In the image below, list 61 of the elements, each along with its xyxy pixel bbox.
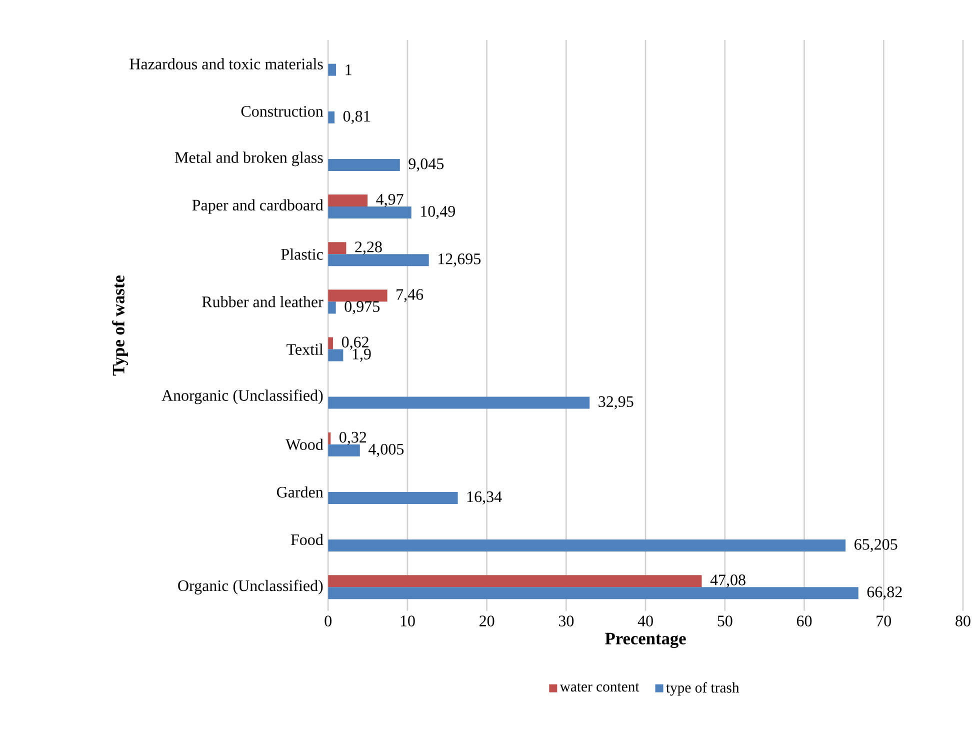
x-tick-label: 70 bbox=[876, 616, 892, 627]
bar bbox=[328, 492, 458, 504]
data-label: 1,9 bbox=[352, 348, 371, 362]
y-tick-label: Textil bbox=[286, 344, 324, 356]
bar bbox=[328, 242, 346, 254]
y-tick-label: Paper and cardboard bbox=[192, 199, 324, 214]
data-label: 0,81 bbox=[343, 111, 370, 124]
legend-label: type of trash bbox=[666, 682, 740, 696]
data-label: 16,34 bbox=[467, 492, 502, 505]
x-tick-label: 40 bbox=[638, 616, 653, 627]
y-axis-title: Type of waste bbox=[112, 276, 128, 376]
y-tick-label: Rubber and leather bbox=[202, 296, 324, 308]
data-label: 1 bbox=[346, 64, 352, 76]
bar bbox=[328, 337, 334, 350]
x-tick-label: 10 bbox=[400, 616, 415, 627]
data-label: 7,46 bbox=[396, 289, 424, 302]
bar bbox=[328, 290, 388, 302]
y-tick-label: Hazardous and toxic materials bbox=[130, 58, 323, 70]
x-axis-title: Precentage bbox=[605, 633, 686, 648]
y-tick-label: Construction bbox=[241, 106, 324, 117]
x-tick-label: 80 bbox=[956, 616, 970, 627]
bar bbox=[328, 206, 412, 219]
x-tick-label: 20 bbox=[480, 616, 494, 627]
bar bbox=[328, 159, 400, 172]
y-tick-label: Food bbox=[290, 534, 324, 546]
y-tick-label: Metal and broken glass bbox=[174, 152, 323, 166]
bar bbox=[328, 432, 331, 445]
data-label: 2,28 bbox=[355, 242, 382, 255]
data-label: 32,95 bbox=[598, 396, 634, 410]
data-label: 0,62 bbox=[342, 336, 368, 350]
bar bbox=[328, 540, 846, 552]
bar bbox=[328, 254, 429, 266]
y-tick-label: Garden bbox=[276, 486, 324, 498]
x-tick-label: 0 bbox=[324, 616, 332, 627]
data-label: 10,49 bbox=[421, 206, 455, 220]
data-label: 0,975 bbox=[344, 301, 380, 314]
x-tick-label: 50 bbox=[718, 616, 732, 627]
data-label: 47,08 bbox=[710, 574, 746, 588]
y-tick-label: Plastic bbox=[281, 248, 323, 260]
y-tick-label: Anorganic (Unclassified) bbox=[162, 390, 323, 404]
data-label: 12,695 bbox=[438, 254, 481, 267]
bar bbox=[328, 397, 590, 410]
y-tick-label: Organic (Unclassified) bbox=[178, 580, 323, 595]
bar bbox=[328, 587, 858, 600]
data-label: 4,005 bbox=[368, 444, 404, 458]
x-tick-label: 30 bbox=[558, 616, 574, 627]
data-label: 65,205 bbox=[854, 539, 898, 552]
bar bbox=[328, 575, 702, 588]
bar bbox=[328, 302, 336, 314]
data-label: 0,32 bbox=[340, 432, 366, 446]
data-label: 9,045 bbox=[408, 158, 444, 172]
legend-label: water content bbox=[560, 683, 640, 692]
data-label: 66,82 bbox=[867, 586, 902, 600]
bar bbox=[328, 194, 368, 207]
bar bbox=[328, 349, 344, 362]
x-tick-label: 60 bbox=[796, 616, 812, 627]
bar bbox=[328, 64, 336, 76]
data-label: 4,97 bbox=[376, 194, 404, 208]
bar bbox=[328, 112, 335, 124]
y-tick-label: Wood bbox=[286, 438, 324, 450]
bar bbox=[328, 444, 360, 457]
